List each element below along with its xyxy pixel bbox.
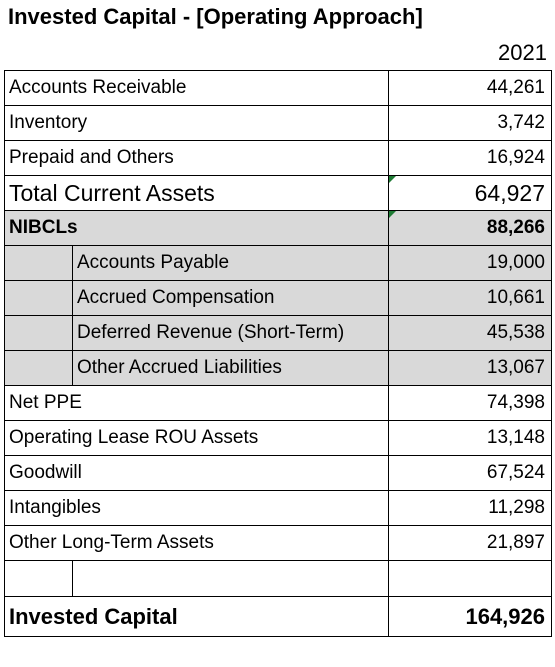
row-value[interactable]: 67,524 bbox=[388, 455, 552, 491]
row-label[interactable]: Accounts Receivable bbox=[4, 70, 389, 106]
row-label[interactable]: Accrued Compensation bbox=[72, 280, 389, 316]
row-value[interactable]: 88,266 bbox=[388, 210, 552, 246]
table-row: Accrued Compensation 10,661 bbox=[4, 280, 552, 316]
row-value[interactable]: 74,398 bbox=[388, 385, 552, 421]
indent-cell[interactable] bbox=[4, 245, 73, 281]
indent-cell[interactable] bbox=[4, 350, 73, 386]
row-label[interactable]: Goodwill bbox=[4, 455, 389, 491]
row-label[interactable]: Total Current Assets bbox=[4, 175, 389, 211]
row-value[interactable]: 19,000 bbox=[388, 245, 552, 281]
table-row: Intangibles 11,298 bbox=[4, 490, 552, 526]
row-value[interactable]: 21,897 bbox=[388, 525, 552, 561]
row-label[interactable]: Intangibles bbox=[4, 490, 389, 526]
table-row-invested-capital: Invested Capital 164,926 bbox=[4, 596, 552, 637]
row-value[interactable]: 11,298 bbox=[388, 490, 552, 526]
empty-cell[interactable] bbox=[72, 560, 389, 597]
row-value[interactable]: 3,742 bbox=[388, 105, 552, 141]
table-row: Operating Lease ROU Assets 13,148 bbox=[4, 420, 552, 456]
table-row: Goodwill 67,524 bbox=[4, 455, 552, 491]
row-value[interactable]: 45,538 bbox=[388, 315, 552, 351]
row-label[interactable]: Operating Lease ROU Assets bbox=[4, 420, 389, 456]
row-value[interactable]: 13,067 bbox=[388, 350, 552, 386]
row-label[interactable]: Inventory bbox=[4, 105, 389, 141]
row-label[interactable]: Net PPE bbox=[4, 385, 389, 421]
table-row: Prepaid and Others 16,924 bbox=[4, 140, 552, 176]
row-value[interactable]: 13,148 bbox=[388, 420, 552, 456]
table-row-total-current-assets: Total Current Assets 64,927 bbox=[4, 175, 552, 211]
empty-cell[interactable] bbox=[388, 560, 552, 597]
row-value[interactable]: 10,661 bbox=[388, 280, 552, 316]
indent-cell[interactable] bbox=[4, 315, 73, 351]
row-label[interactable]: Accounts Payable bbox=[72, 245, 389, 281]
row-value[interactable]: 44,261 bbox=[388, 70, 552, 106]
row-value[interactable]: 164,926 bbox=[388, 596, 552, 637]
table-row: Accounts Payable 19,000 bbox=[4, 245, 552, 281]
row-value[interactable]: 16,924 bbox=[388, 140, 552, 176]
row-label[interactable]: Other Long-Term Assets bbox=[4, 525, 389, 561]
row-label[interactable]: Prepaid and Others bbox=[4, 140, 389, 176]
table-row-nibcls: NIBCLs 88,266 bbox=[4, 210, 552, 246]
table-row: Other Accrued Liabilities 13,067 bbox=[4, 350, 552, 386]
table-row: Inventory 3,742 bbox=[4, 105, 552, 141]
row-label[interactable]: Other Accrued Liabilities bbox=[72, 350, 389, 386]
year-header: 2021 bbox=[498, 40, 547, 65]
table-row: Other Long-Term Assets 21,897 bbox=[4, 525, 552, 561]
sheet-title: Invested Capital - [Operating Approach] bbox=[8, 4, 423, 29]
row-label[interactable]: NIBCLs bbox=[4, 210, 389, 246]
row-label[interactable]: Deferred Revenue (Short-Term) bbox=[72, 315, 389, 351]
row-label[interactable]: Invested Capital bbox=[4, 596, 389, 637]
table-row: Accounts Receivable 44,261 bbox=[4, 70, 552, 106]
row-value[interactable]: 64,927 bbox=[388, 175, 552, 211]
indent-cell[interactable] bbox=[4, 280, 73, 316]
invested-capital-table: Accounts Receivable 44,261 Inventory 3,7… bbox=[4, 70, 552, 637]
table-row: Net PPE 74,398 bbox=[4, 385, 552, 421]
empty-cell[interactable] bbox=[4, 560, 73, 597]
table-row-blank bbox=[4, 560, 552, 597]
table-row: Deferred Revenue (Short-Term) 45,538 bbox=[4, 315, 552, 351]
